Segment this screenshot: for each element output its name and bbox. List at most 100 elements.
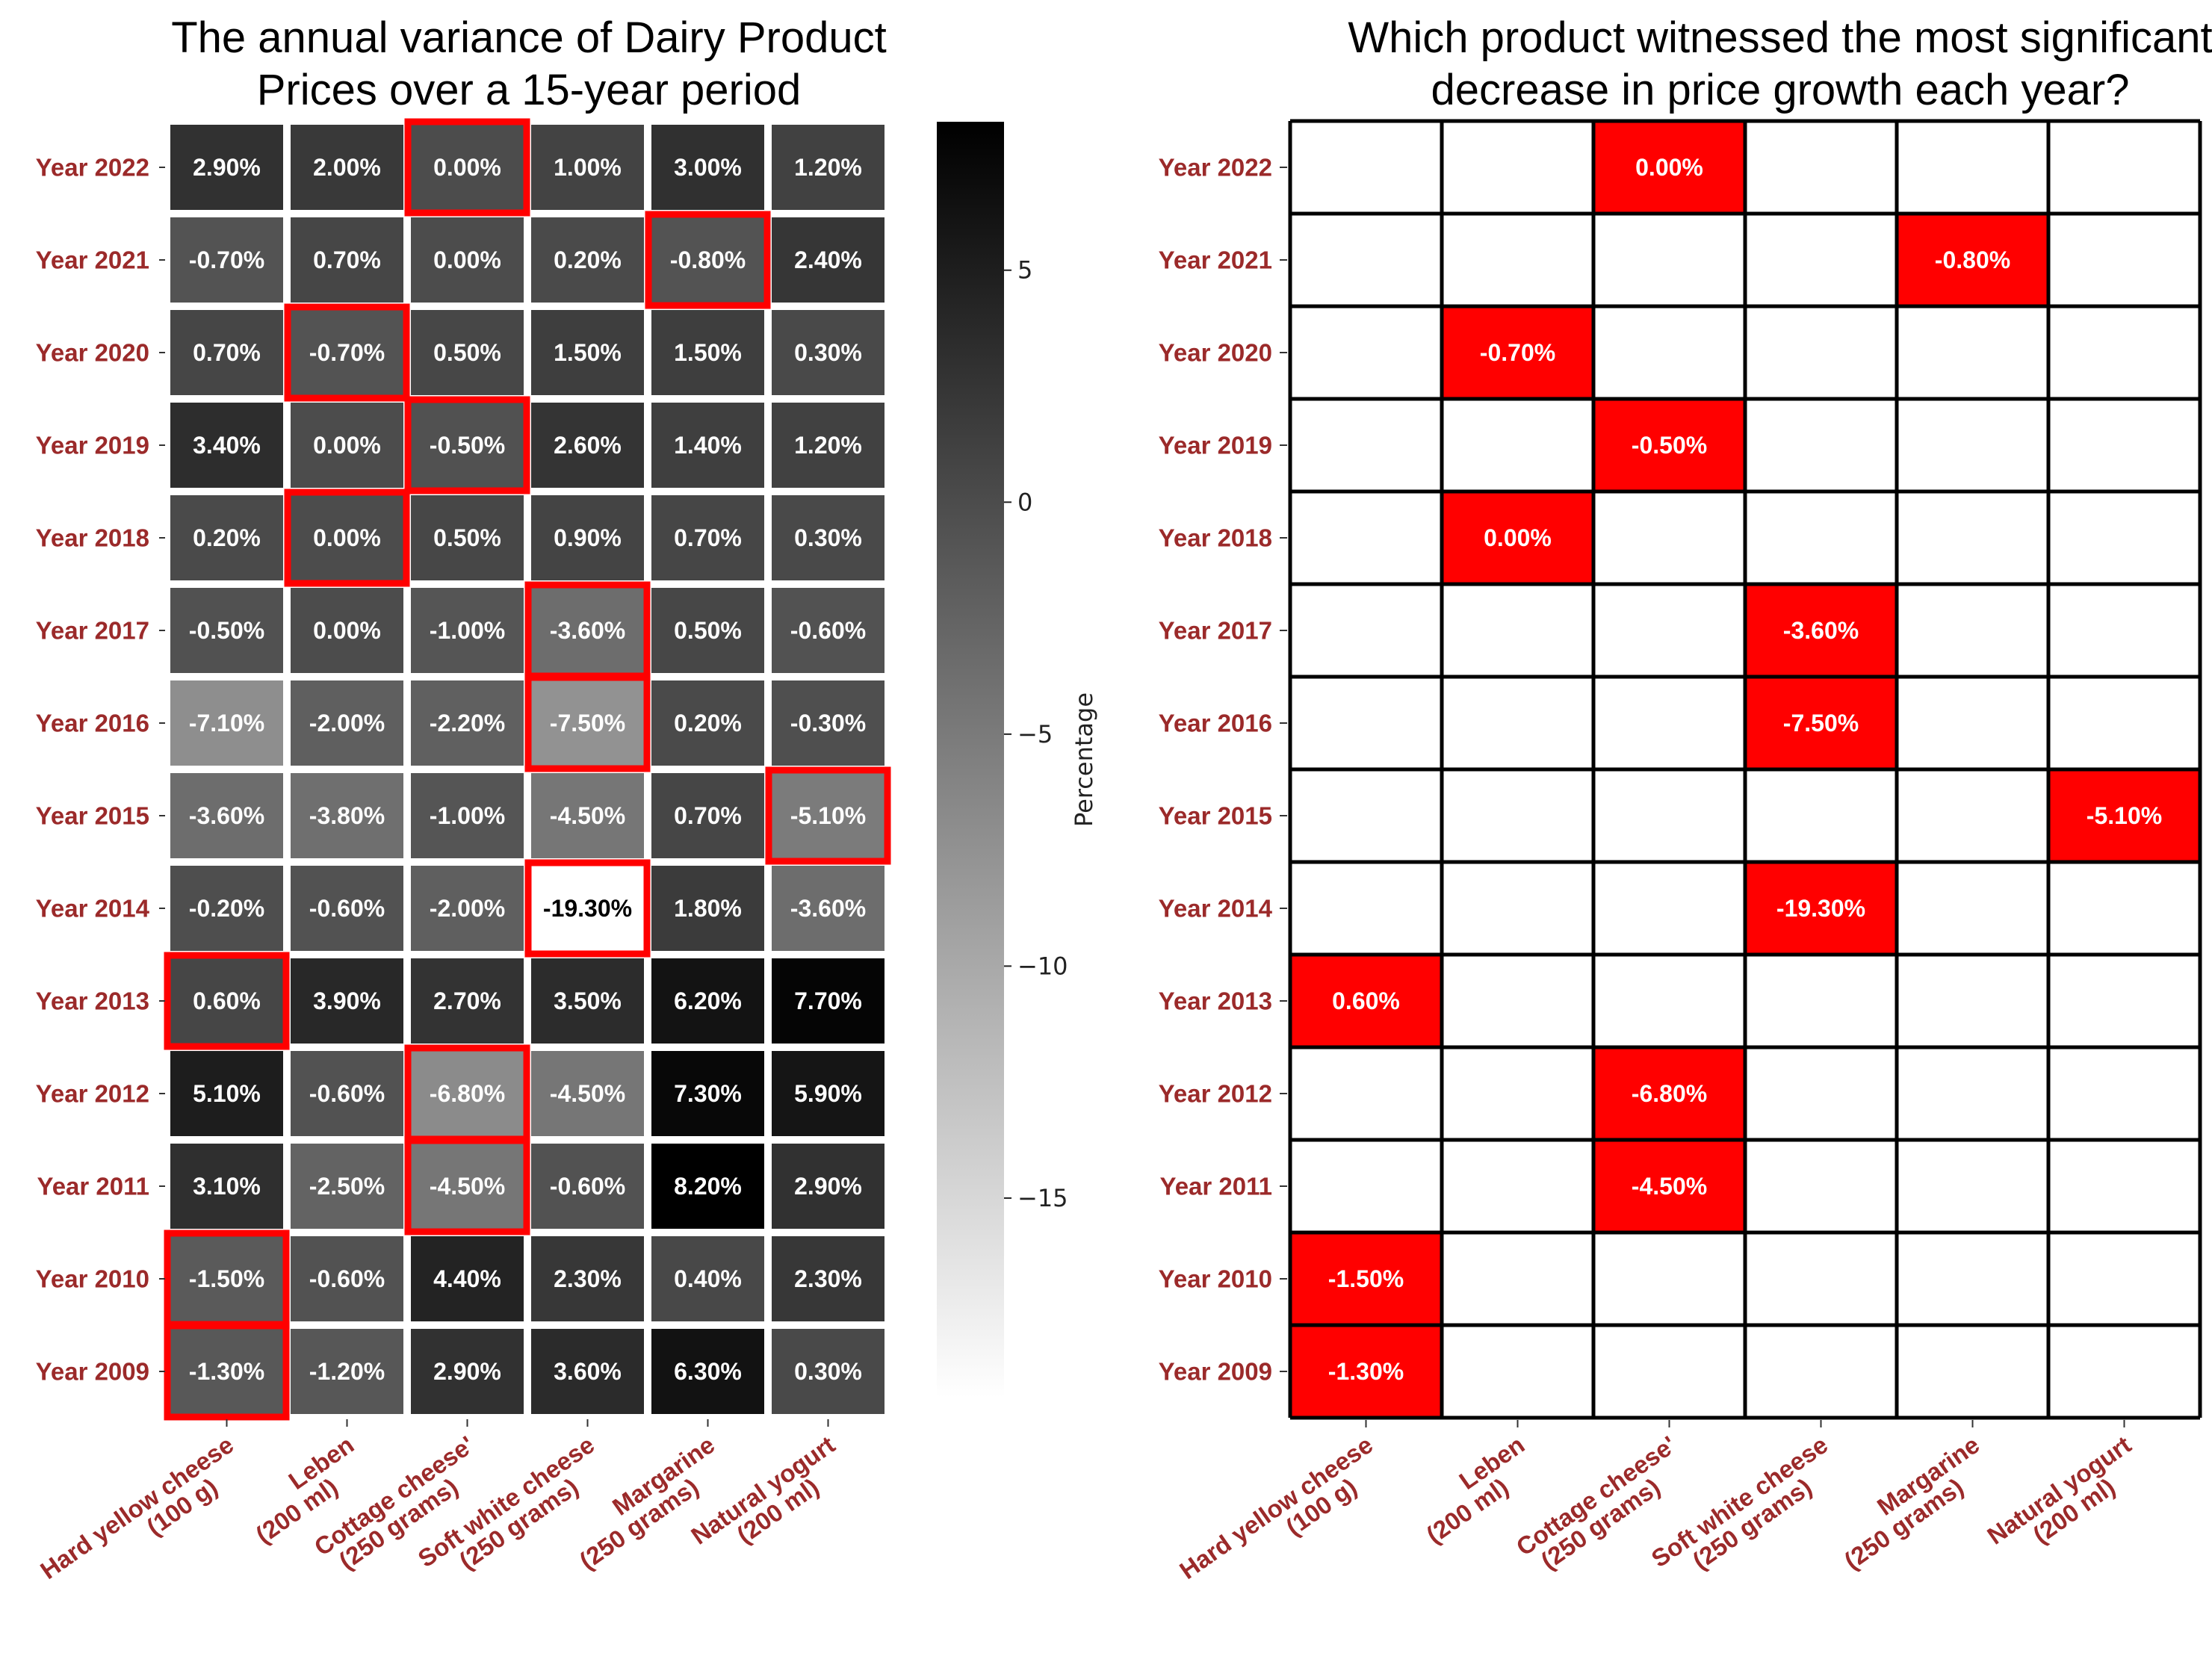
heatmap-cell-label: 1.50% xyxy=(554,339,622,366)
heatmap-cell-label: 2.60% xyxy=(554,432,622,459)
heatmap-cell-label: -2.50% xyxy=(309,1173,385,1200)
colorbar-tick-label: −10 xyxy=(1017,952,1068,980)
heatmap-cell xyxy=(531,310,644,395)
row-min-highlight xyxy=(284,489,410,587)
heatmap-cell xyxy=(651,588,764,673)
row-label: Year 2016 xyxy=(36,710,149,737)
highlight-cell-label: -0.50% xyxy=(1632,432,1707,459)
heatmap-cell-label: -19.30% xyxy=(543,895,632,922)
heatmap-cell xyxy=(651,310,764,395)
highlight-cell-label: -6.80% xyxy=(1632,1080,1707,1107)
heatmap-cell xyxy=(411,1236,524,1321)
heatmap-cell-label: 0.90% xyxy=(554,524,622,551)
heatmap-cell xyxy=(531,680,644,766)
heatmap-cell-label: 0.40% xyxy=(674,1265,742,1292)
row-min-highlight xyxy=(404,396,530,494)
row-label: Year 2013 xyxy=(36,987,149,1015)
highlight-cell xyxy=(1593,1140,1745,1232)
colorbar-gradient xyxy=(937,122,1004,1398)
heatmap-cell xyxy=(411,495,524,580)
heatmap-cell-label: 1.40% xyxy=(674,432,742,459)
heatmap-cell-label: -1.20% xyxy=(309,1358,385,1385)
highlight-cell xyxy=(2048,769,2200,862)
heatmap-cell xyxy=(651,680,764,766)
heatmap-cell xyxy=(651,495,764,580)
colorbar-tick-label: 5 xyxy=(1017,256,1032,285)
heatmap-cell xyxy=(170,680,283,766)
heatmap-cell xyxy=(170,310,283,395)
heatmap-cell xyxy=(651,217,764,303)
highlight-cell xyxy=(1290,1232,1442,1325)
heatmap-cell xyxy=(170,1329,283,1414)
row-label: Year 2012 xyxy=(1159,1080,1272,1108)
row-label: Year 2014 xyxy=(1159,895,1273,923)
right-chart-title-line-1: Which product witnessed the most signifi… xyxy=(1348,13,2212,62)
heatmap-cell-label: -1.00% xyxy=(430,617,505,644)
highlight-cell-label: -4.50% xyxy=(1632,1173,1707,1200)
row-label: Year 2014 xyxy=(36,895,150,923)
highlight-cell xyxy=(1897,214,2048,306)
heatmap-cell-label: 0.00% xyxy=(433,246,501,273)
left-chart-title-line-2: Prices over a 15-year period xyxy=(257,66,802,114)
row-label: Year 2010 xyxy=(36,1265,149,1293)
heatmap-cell-label: 0.20% xyxy=(674,710,742,737)
heatmap-cell-label: 5.90% xyxy=(794,1080,862,1107)
highlight-cell xyxy=(1593,1047,1745,1140)
heatmap-cell-label: 3.10% xyxy=(193,1173,261,1200)
heatmap-cell-label: 0.00% xyxy=(313,432,381,459)
row-min-highlight xyxy=(164,952,290,1050)
heatmap-cell-label: 0.60% xyxy=(193,987,261,1014)
heatmap-cell xyxy=(170,1236,283,1321)
row-label: Year 2019 xyxy=(1159,432,1272,459)
heatmap-cell-label: 3.60% xyxy=(554,1358,622,1385)
heatmap-cell-label: 2.90% xyxy=(794,1173,862,1200)
heatmap-cell xyxy=(651,403,764,488)
heatmap-cell-label: -0.50% xyxy=(430,432,505,459)
heatmap-cell xyxy=(531,125,644,210)
heatmap-cell xyxy=(291,1236,403,1321)
heatmap-cell-label: -6.80% xyxy=(430,1080,505,1107)
highlight-cell xyxy=(1442,492,1593,584)
heatmap-cell xyxy=(411,217,524,303)
row-label: Year 2020 xyxy=(36,339,149,367)
heatmap-cell-label: 0.50% xyxy=(433,339,501,366)
heatmap-cell-label: -3.60% xyxy=(790,895,866,922)
heatmap-cell xyxy=(531,1144,644,1229)
row-min-highlight xyxy=(524,674,651,772)
heatmap-cell xyxy=(411,310,524,395)
heatmap-cell-label: 1.50% xyxy=(674,339,742,366)
heatmap-cell-label: 2.30% xyxy=(794,1265,862,1292)
highlight-cell-label: 0.00% xyxy=(1635,154,1703,181)
heatmap-cell xyxy=(291,403,403,488)
heatmap-cell-label: 0.00% xyxy=(433,154,501,181)
heatmap-cell xyxy=(411,1144,524,1229)
row-label: Year 2018 xyxy=(1159,524,1272,552)
heatmap-cell xyxy=(531,1329,644,1414)
heatmap-cell xyxy=(170,866,283,951)
heatmap-cell-label: -0.80% xyxy=(670,246,746,273)
heatmap-cell xyxy=(531,866,644,951)
heatmap-cell-label: -0.60% xyxy=(309,1080,385,1107)
row-label: Year 2017 xyxy=(36,617,149,645)
heatmap-cell-label: 1.00% xyxy=(554,154,622,181)
row-min-highlight xyxy=(284,303,410,402)
heatmap-cell xyxy=(291,1329,403,1414)
heatmap-cell xyxy=(651,866,764,951)
highlight-cell xyxy=(1593,121,1745,214)
heatmap-cell-label: 3.50% xyxy=(554,987,622,1014)
heatmap-cell-label: -7.10% xyxy=(189,710,264,737)
row-min-highlight xyxy=(164,1322,290,1421)
highlight-cell-label: -0.70% xyxy=(1480,339,1555,366)
heatmap-cell-label: -0.20% xyxy=(189,895,264,922)
heatmap-cell-label: 0.70% xyxy=(313,246,381,273)
heatmap-cell xyxy=(411,773,524,858)
heatmap-cell xyxy=(651,1051,764,1136)
highlight-cell-label: 0.00% xyxy=(1484,524,1552,551)
heatmap-cell xyxy=(531,495,644,580)
heatmap-cell xyxy=(411,866,524,951)
row-label: Year 2022 xyxy=(1159,154,1272,182)
heatmap-cell-label: 6.30% xyxy=(674,1358,742,1385)
row-label: Year 2015 xyxy=(36,802,149,830)
row-label: Year 2020 xyxy=(1159,339,1272,367)
